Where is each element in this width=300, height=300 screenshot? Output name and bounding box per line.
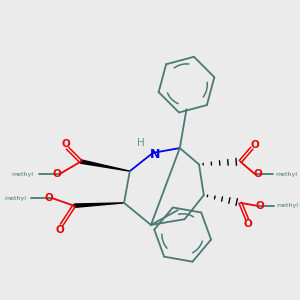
Text: methoxy: methoxy: [0, 299, 1, 300]
Polygon shape: [74, 203, 124, 207]
Polygon shape: [80, 160, 130, 171]
Text: O: O: [253, 169, 262, 179]
Text: O: O: [55, 225, 64, 235]
Text: O: O: [255, 201, 264, 211]
Text: methyl: methyl: [4, 196, 26, 201]
Text: O: O: [61, 139, 70, 149]
Text: O: O: [52, 169, 61, 179]
Text: N: N: [150, 148, 160, 161]
Text: methoxy: methoxy: [0, 299, 1, 300]
Text: methyl: methyl: [276, 203, 298, 208]
Text: O: O: [244, 219, 252, 229]
Text: methoxy: methoxy: [0, 299, 1, 300]
Text: O: O: [250, 140, 259, 150]
Text: methyl: methyl: [12, 172, 34, 176]
Text: O: O: [45, 193, 53, 203]
Text: H: H: [136, 138, 144, 148]
Text: methyl: methyl: [275, 172, 297, 176]
